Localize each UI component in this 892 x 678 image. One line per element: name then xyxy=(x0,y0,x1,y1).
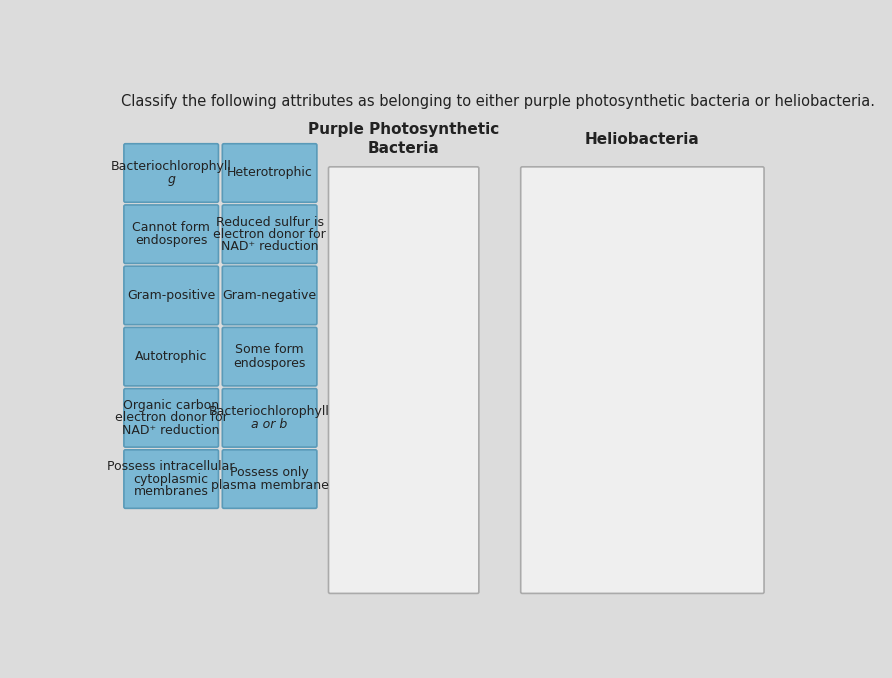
FancyBboxPatch shape xyxy=(124,144,219,202)
Text: electron donor for: electron donor for xyxy=(115,412,227,424)
Text: membranes: membranes xyxy=(134,485,209,498)
Text: Heliobacteria: Heliobacteria xyxy=(585,132,699,146)
Text: Gram-positive: Gram-positive xyxy=(127,289,215,302)
Text: Organic carbon: Organic carbon xyxy=(123,399,219,412)
FancyBboxPatch shape xyxy=(328,167,479,593)
Text: Gram-negative: Gram-negative xyxy=(222,289,317,302)
Text: a or b: a or b xyxy=(252,418,288,431)
Text: Bacteriochlorophyll: Bacteriochlorophyll xyxy=(209,405,330,418)
FancyBboxPatch shape xyxy=(124,327,219,386)
FancyBboxPatch shape xyxy=(124,266,219,325)
Text: Some form: Some form xyxy=(235,344,304,357)
FancyBboxPatch shape xyxy=(124,388,219,447)
FancyBboxPatch shape xyxy=(222,327,317,386)
Text: NAD⁺ reduction: NAD⁺ reduction xyxy=(221,240,318,253)
Text: electron donor for: electron donor for xyxy=(213,228,326,241)
FancyBboxPatch shape xyxy=(124,450,219,508)
Text: Cannot form: Cannot form xyxy=(132,221,211,234)
Text: NAD⁺ reduction: NAD⁺ reduction xyxy=(122,424,220,437)
FancyBboxPatch shape xyxy=(222,266,317,325)
Text: cytoplasmic: cytoplasmic xyxy=(134,473,209,485)
Text: Bacteriochlorophyll: Bacteriochlorophyll xyxy=(111,160,232,173)
Text: g: g xyxy=(167,173,175,186)
FancyBboxPatch shape xyxy=(222,388,317,447)
Text: Classify the following attributes as belonging to either purple photosynthetic b: Classify the following attributes as bel… xyxy=(120,94,875,108)
Text: plasma membrane: plasma membrane xyxy=(211,479,328,492)
FancyBboxPatch shape xyxy=(222,144,317,202)
Text: endospores: endospores xyxy=(234,357,306,370)
Text: Bacteria: Bacteria xyxy=(368,141,440,156)
Text: Reduced sulfur is: Reduced sulfur is xyxy=(216,216,324,228)
FancyBboxPatch shape xyxy=(521,167,764,593)
Text: Possess intracellular: Possess intracellular xyxy=(107,460,235,473)
FancyBboxPatch shape xyxy=(124,205,219,264)
Text: Heterotrophic: Heterotrophic xyxy=(227,167,312,180)
FancyBboxPatch shape xyxy=(222,450,317,508)
Text: Purple Photosynthetic: Purple Photosynthetic xyxy=(308,122,500,138)
FancyBboxPatch shape xyxy=(222,205,317,264)
Text: Possess only: Possess only xyxy=(230,466,309,479)
Text: Autotrophic: Autotrophic xyxy=(135,350,208,363)
Text: endospores: endospores xyxy=(135,235,207,247)
